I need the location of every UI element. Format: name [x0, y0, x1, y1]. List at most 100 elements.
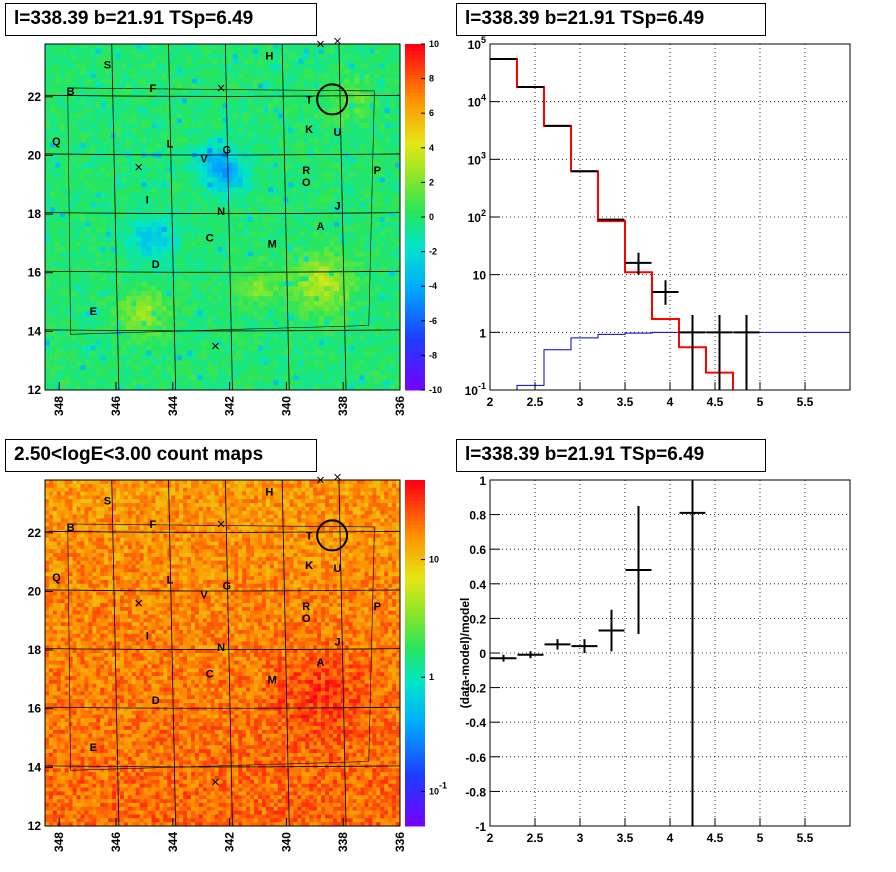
cross-marker [334, 473, 341, 481]
y-tick-label: 12 [28, 819, 42, 833]
colorbar-label: 8 [429, 74, 434, 84]
y-tick-label: 22 [28, 526, 42, 540]
source-label: A [317, 657, 325, 669]
grid-meridian [338, 43, 347, 391]
y-tick-label: 22 [28, 90, 42, 104]
colorbar-label: 1 [429, 672, 434, 682]
colorbar-label: 0 [429, 212, 434, 222]
source-label: C [206, 669, 214, 681]
y-tick-label: 12 [28, 383, 42, 397]
x-tick-label: 2 [487, 831, 494, 845]
x-tick-label: 3.5 [617, 831, 634, 845]
title-top-left: l=338.39 b=21.91 TSp=6.49 [5, 3, 317, 36]
fov-outline [67, 523, 375, 771]
y-tick-label: 16 [28, 702, 42, 716]
cross-marker [135, 599, 143, 607]
y-tick-label: -1 [475, 820, 486, 834]
x-tick-label: 5 [757, 395, 764, 409]
source-label: R [302, 165, 310, 177]
y-tick-label: -0.2 [465, 682, 486, 696]
colorbar-label: 10 [429, 555, 439, 565]
source-label: B [67, 522, 75, 534]
source-circle-marker [316, 519, 349, 552]
y-tick-label: 0.2 [469, 612, 486, 626]
y-tick-label: 16 [28, 266, 42, 280]
source-label: T [306, 531, 313, 543]
grid-parallel [44, 706, 401, 709]
x-tick-label: 346 [109, 396, 123, 416]
colorbar-label: -4 [429, 281, 437, 291]
colorbar-label: -6 [429, 316, 437, 326]
colorbar-label: 10 [429, 39, 439, 49]
source-label: I [146, 630, 149, 642]
y-axis-label: (data-model)/model [458, 598, 472, 709]
source-label: F [150, 83, 157, 95]
x-tick-label: 3 [577, 831, 584, 845]
colorbar [405, 44, 425, 391]
source-label: M [268, 238, 277, 250]
cross-marker [135, 163, 143, 171]
y-tick-label: 20 [28, 148, 42, 162]
colorbar-label: 6 [429, 108, 434, 118]
grid-parallel [44, 530, 401, 533]
y-tick-label: 105 [468, 35, 486, 52]
sky-map-cells [45, 44, 401, 391]
x-tick-label: 2 [487, 395, 494, 409]
y-tick-label: 0.6 [469, 543, 486, 557]
source-label: R [302, 601, 310, 613]
grid-parallel [44, 589, 401, 592]
x-tick-label: 344 [166, 396, 180, 416]
source-label: H [265, 487, 273, 499]
x-tick-label: 4 [667, 395, 674, 409]
source-label: S [104, 60, 111, 72]
x-tick-label: 4.5 [707, 831, 724, 845]
grid-parallel [44, 94, 401, 97]
y-tick-label: 14 [28, 760, 42, 774]
grid-meridian [338, 479, 347, 827]
source-label: B [67, 86, 75, 98]
source-label: P [374, 601, 381, 613]
source-label: T [306, 95, 313, 107]
grid-parallel [44, 212, 401, 215]
source-label: J [334, 200, 340, 212]
grid-parallel [44, 270, 401, 273]
residual-panel: 2 2.5 3 3.5 4 4.5 5 5.5 1 0.8 0.6 0.4 0.2 0 -0.2 -0.4 -0… [458, 474, 851, 845]
source-label: P [374, 165, 381, 177]
grid-parallel [44, 648, 401, 651]
source-label: J [334, 636, 340, 648]
y-tick-label: 10 [473, 269, 487, 283]
x-tick-label: 338 [336, 832, 350, 852]
source-label: V [200, 153, 208, 165]
map-frame [44, 43, 401, 391]
source-label: L [167, 139, 174, 151]
source-label: I [146, 194, 149, 206]
grid-parallel [44, 765, 401, 768]
source-label: G [222, 145, 231, 157]
grid-parallel [44, 329, 401, 332]
countmap-panel: S H B F T Q L G K U V R P O I N JA C M D E 348 346 344 342 340 338… [28, 473, 447, 852]
source-label: D [152, 695, 160, 707]
cross-marker [217, 520, 225, 528]
x-tick-label: 336 [393, 396, 407, 416]
x-tick-label: 338 [336, 396, 350, 416]
tsmap-panel: S H B F T Q L G K U V R P O I N JA C M D E 348 346 344 342 340 338… [28, 37, 442, 416]
source-label: K [305, 560, 313, 572]
source-label: D [152, 259, 160, 271]
y-tick-label: -0.4 [465, 716, 486, 730]
source-label: N [217, 642, 225, 654]
source-label: A [317, 221, 325, 233]
x-tick-label: 340 [279, 396, 293, 416]
source-label: S [104, 496, 111, 508]
title-bottom-left: 2.50<logE<3.00 count maps [5, 439, 317, 472]
source-label: K [305, 124, 313, 136]
x-tick-label: 2.5 [527, 395, 544, 409]
x-tick-label: 342 [223, 396, 237, 416]
y-tick-label: -0.8 [465, 785, 486, 799]
source-label: C [206, 233, 214, 245]
source-label: E [90, 742, 97, 754]
y-tick-label: 0.4 [469, 578, 486, 592]
x-tick-label: 3 [577, 395, 584, 409]
source-label: V [200, 589, 208, 601]
x-tick-label: 5.5 [797, 831, 814, 845]
